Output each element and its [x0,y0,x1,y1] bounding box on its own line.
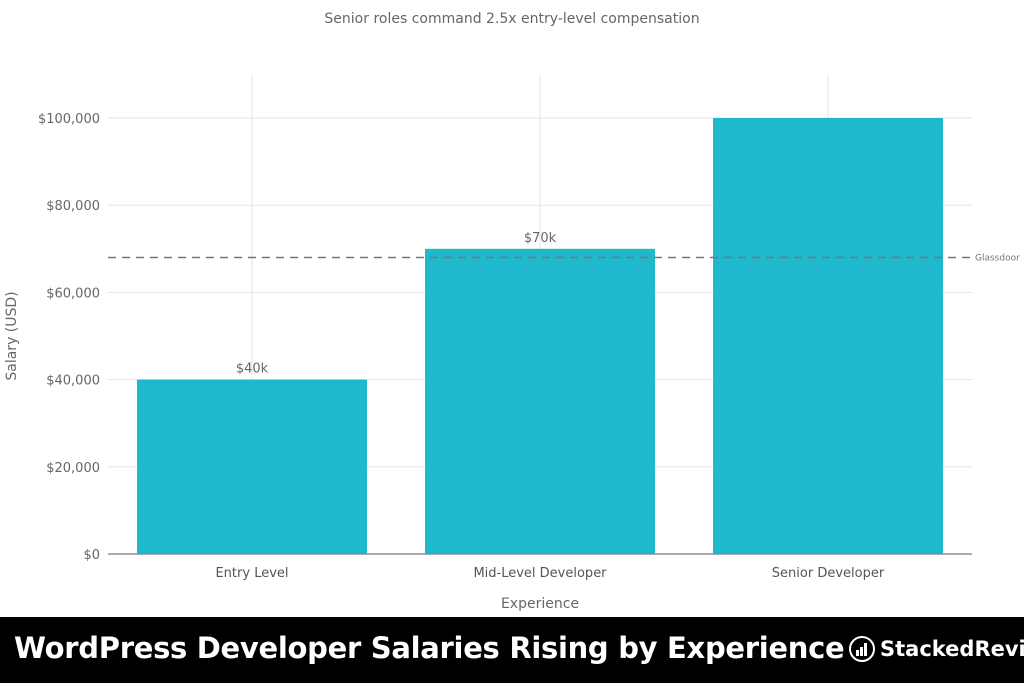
brand-logo: StackedReview [848,635,1024,663]
stacked-chart-logo-icon [849,636,875,662]
bar [425,248,655,555]
data-label: $70k [524,231,557,246]
chart-title: Senior roles command 2.5x entry-level co… [324,11,699,27]
y-tick-label: $20,000 [46,461,100,476]
footer-title: WordPress Developer Salaries Rising by E… [14,631,845,665]
reference-line-label: Glassdoor [975,254,1020,264]
brand-name: StackedReview [880,637,1024,661]
bar [137,379,367,554]
data-label: $40k [236,362,269,377]
bar-chart: Senior roles command 2.5x entry-level co… [4,11,1020,612]
x-tick-label: Senior Developer [772,566,885,581]
y-tick-label: $60,000 [46,286,100,301]
x-tick-label: Entry Level [215,566,288,581]
y-tick-label: $100,000 [38,112,100,127]
y-tick-label: $80,000 [46,199,100,214]
x-axis-label: Experience [501,596,579,612]
y-tick-label: $40,000 [46,374,100,389]
y-axis-label: Salary (USD) [4,291,20,380]
footer-banner: WordPress Developer Salaries Rising by E… [0,617,1024,683]
x-tick-label: Mid-Level Developer [473,566,607,581]
bar [713,118,943,554]
y-tick-label: $0 [83,548,100,563]
